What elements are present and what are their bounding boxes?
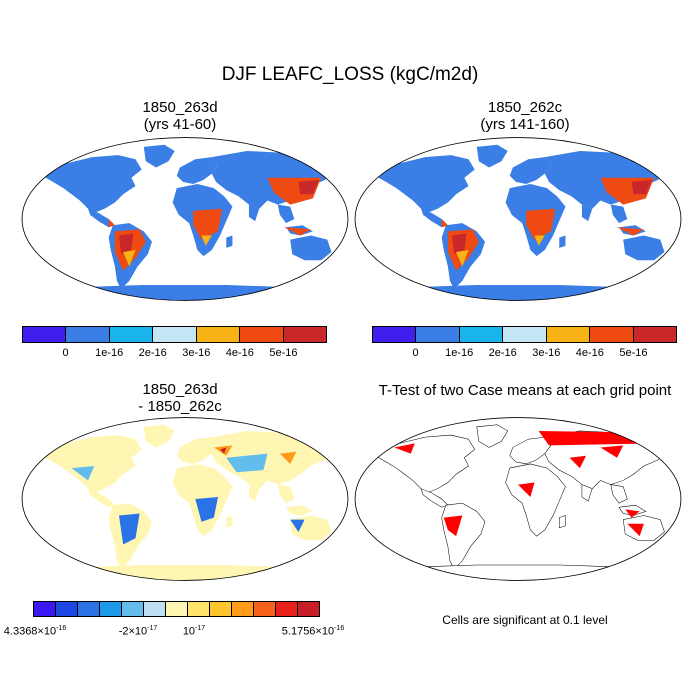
colorbar-diff-mid2-label: 10-17 [182, 625, 206, 638]
colorbar-swatch [210, 602, 232, 616]
map-1850-262c [354, 137, 682, 301]
negative-anomalies-light [71, 453, 268, 481]
colorbar-swatch [144, 602, 166, 616]
colorbar-diff-mid1-label: -2×10-17 [118, 625, 158, 638]
panel-case-name: 1850_263d [142, 99, 218, 116]
colorbar-swatch [78, 602, 100, 616]
colorbar-tick-label: 0 [412, 347, 419, 359]
land-mass [38, 144, 334, 301]
panel-title-top-left: 1850_263d (yrs 41-60) [60, 99, 300, 133]
colorbar-swatch [153, 327, 197, 342]
colorbar-swatch [240, 327, 284, 342]
colorbar-tick-label: 3e-16 [532, 347, 561, 359]
map-ttest-significance [354, 417, 682, 581]
colorbar-swatch [276, 602, 298, 616]
colorbar-tick-label: 3e-16 [182, 347, 211, 359]
colorbar-swatch [196, 327, 241, 342]
colorbar-tick-label: 0 [62, 347, 69, 359]
hotspots-light [456, 235, 545, 267]
panel-diff-name: - 1850_262c [138, 398, 222, 415]
panel-title-bottom-left: 1850_263d - 1850_262c [60, 381, 300, 415]
colorbar-tick-label: 2e-16 [138, 347, 167, 359]
panel-case-name: 1850_262c [487, 99, 563, 116]
panel-years: (yrs 141-160) [480, 116, 570, 133]
colorbar-tick-label: 5e-16 [269, 347, 298, 359]
colorbar-diff-min-label: 4.3368×10-16 [3, 625, 67, 638]
panel-title-bottom-right: T-Test of two Case means at each grid po… [378, 382, 672, 399]
hotspots-dark [119, 179, 320, 255]
colorbar-swatch [34, 602, 56, 616]
colorbar-tick-label: 1e-16 [95, 347, 124, 359]
panel-case-name: 1850_263d [142, 381, 218, 398]
colorbar-top-right [372, 326, 677, 343]
panel-title-top-right: 1850_262c (yrs 141-160) [405, 99, 645, 133]
hotspots-light [123, 235, 212, 267]
colorbar-swatch [66, 327, 110, 342]
colorbar-swatch [546, 327, 591, 342]
colorbar-swatch [503, 327, 547, 342]
colorbar-tick-label: 1e-16 [445, 347, 474, 359]
colorbar-swatch [122, 602, 144, 616]
land-outline [371, 424, 668, 581]
colorbar-swatch [100, 602, 122, 616]
colorbar-swatch [633, 327, 676, 342]
colorbar-swatch [188, 602, 210, 616]
panel-years: (yrs 41-60) [143, 116, 217, 133]
colorbar-tick-label: 4e-16 [575, 347, 604, 359]
land-mass [371, 144, 667, 301]
colorbar-swatch [459, 327, 504, 342]
colorbar-tick-label: 5e-16 [619, 347, 648, 359]
colorbar-swatch [56, 602, 78, 616]
colorbar-swatch [232, 602, 254, 616]
colorbar-tick-label: 2e-16 [488, 347, 517, 359]
map-1850-263d [21, 137, 349, 301]
negative-anomalies [119, 496, 305, 545]
hotspots-dark [452, 179, 653, 255]
map-difference [21, 417, 349, 581]
colorbar-swatch [416, 327, 460, 342]
colorbar-swatch [166, 602, 188, 616]
land-mass [38, 424, 334, 581]
colorbar-swatch [298, 602, 319, 616]
colorbar-top-left [22, 326, 327, 343]
positive-anomalies-dark [220, 447, 227, 454]
colorbar-difference [33, 601, 320, 617]
colorbar-swatch [590, 327, 634, 342]
colorbar-swatch [109, 327, 154, 342]
significance-footnote: Cells are significant at 0.1 level [442, 613, 608, 627]
colorbar-diff-max-label: 5.1756×10-16 [281, 625, 345, 638]
colorbar-swatch [373, 327, 417, 342]
colorbar-swatch [23, 327, 67, 342]
colorbar-tick-label: 4e-16 [225, 347, 254, 359]
figure-title: DJF LEAFC_LOSS (kgC/m2d) [221, 64, 479, 85]
colorbar-swatch [254, 602, 276, 616]
colorbar-swatch [283, 327, 326, 342]
